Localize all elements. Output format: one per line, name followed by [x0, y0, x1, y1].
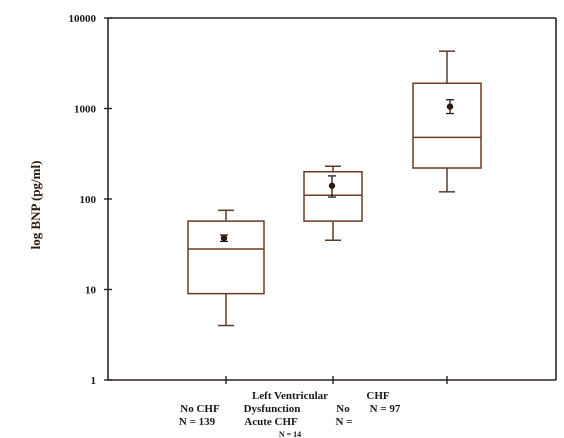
category-label: N = 14 — [279, 430, 301, 438]
mean-marker — [328, 182, 336, 189]
y-tick-label: 1000 — [74, 104, 97, 116]
y-axis-label: log BNP (pg/ml) — [28, 161, 43, 250]
box-series — [187, 50, 482, 327]
box-group — [303, 165, 363, 242]
y-tick-label: 10000 — [69, 13, 97, 25]
category-label: Dysfunction — [244, 403, 301, 415]
iqr-box — [187, 220, 265, 295]
category-label: Acute CHF — [244, 416, 298, 428]
y-tick-label: 10 — [85, 285, 97, 297]
category-label: No CHF — [180, 403, 220, 415]
category-label: Left Ventricular — [252, 390, 328, 402]
iqr-box — [412, 82, 482, 169]
mean-marker — [220, 234, 228, 242]
y-tick-label: 100 — [80, 194, 97, 206]
mean-marker — [446, 103, 454, 110]
iqr-box — [303, 171, 363, 222]
category-label: N = 97 — [370, 403, 401, 415]
box-group — [412, 50, 482, 193]
category-label: N = 139 — [179, 416, 216, 428]
box-group — [187, 209, 265, 327]
category-label: No — [336, 403, 350, 415]
y-tick-label: 1 — [91, 375, 97, 387]
category-label: CHF — [366, 390, 390, 402]
category-label: N = — [336, 416, 353, 428]
y-axis-ticks: 1 10 100 1000 10000 — [69, 13, 112, 387]
